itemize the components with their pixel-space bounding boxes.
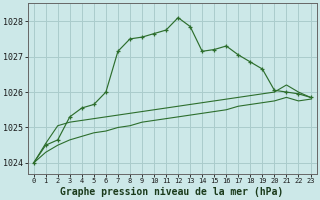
X-axis label: Graphe pression niveau de la mer (hPa): Graphe pression niveau de la mer (hPa) bbox=[60, 186, 284, 197]
